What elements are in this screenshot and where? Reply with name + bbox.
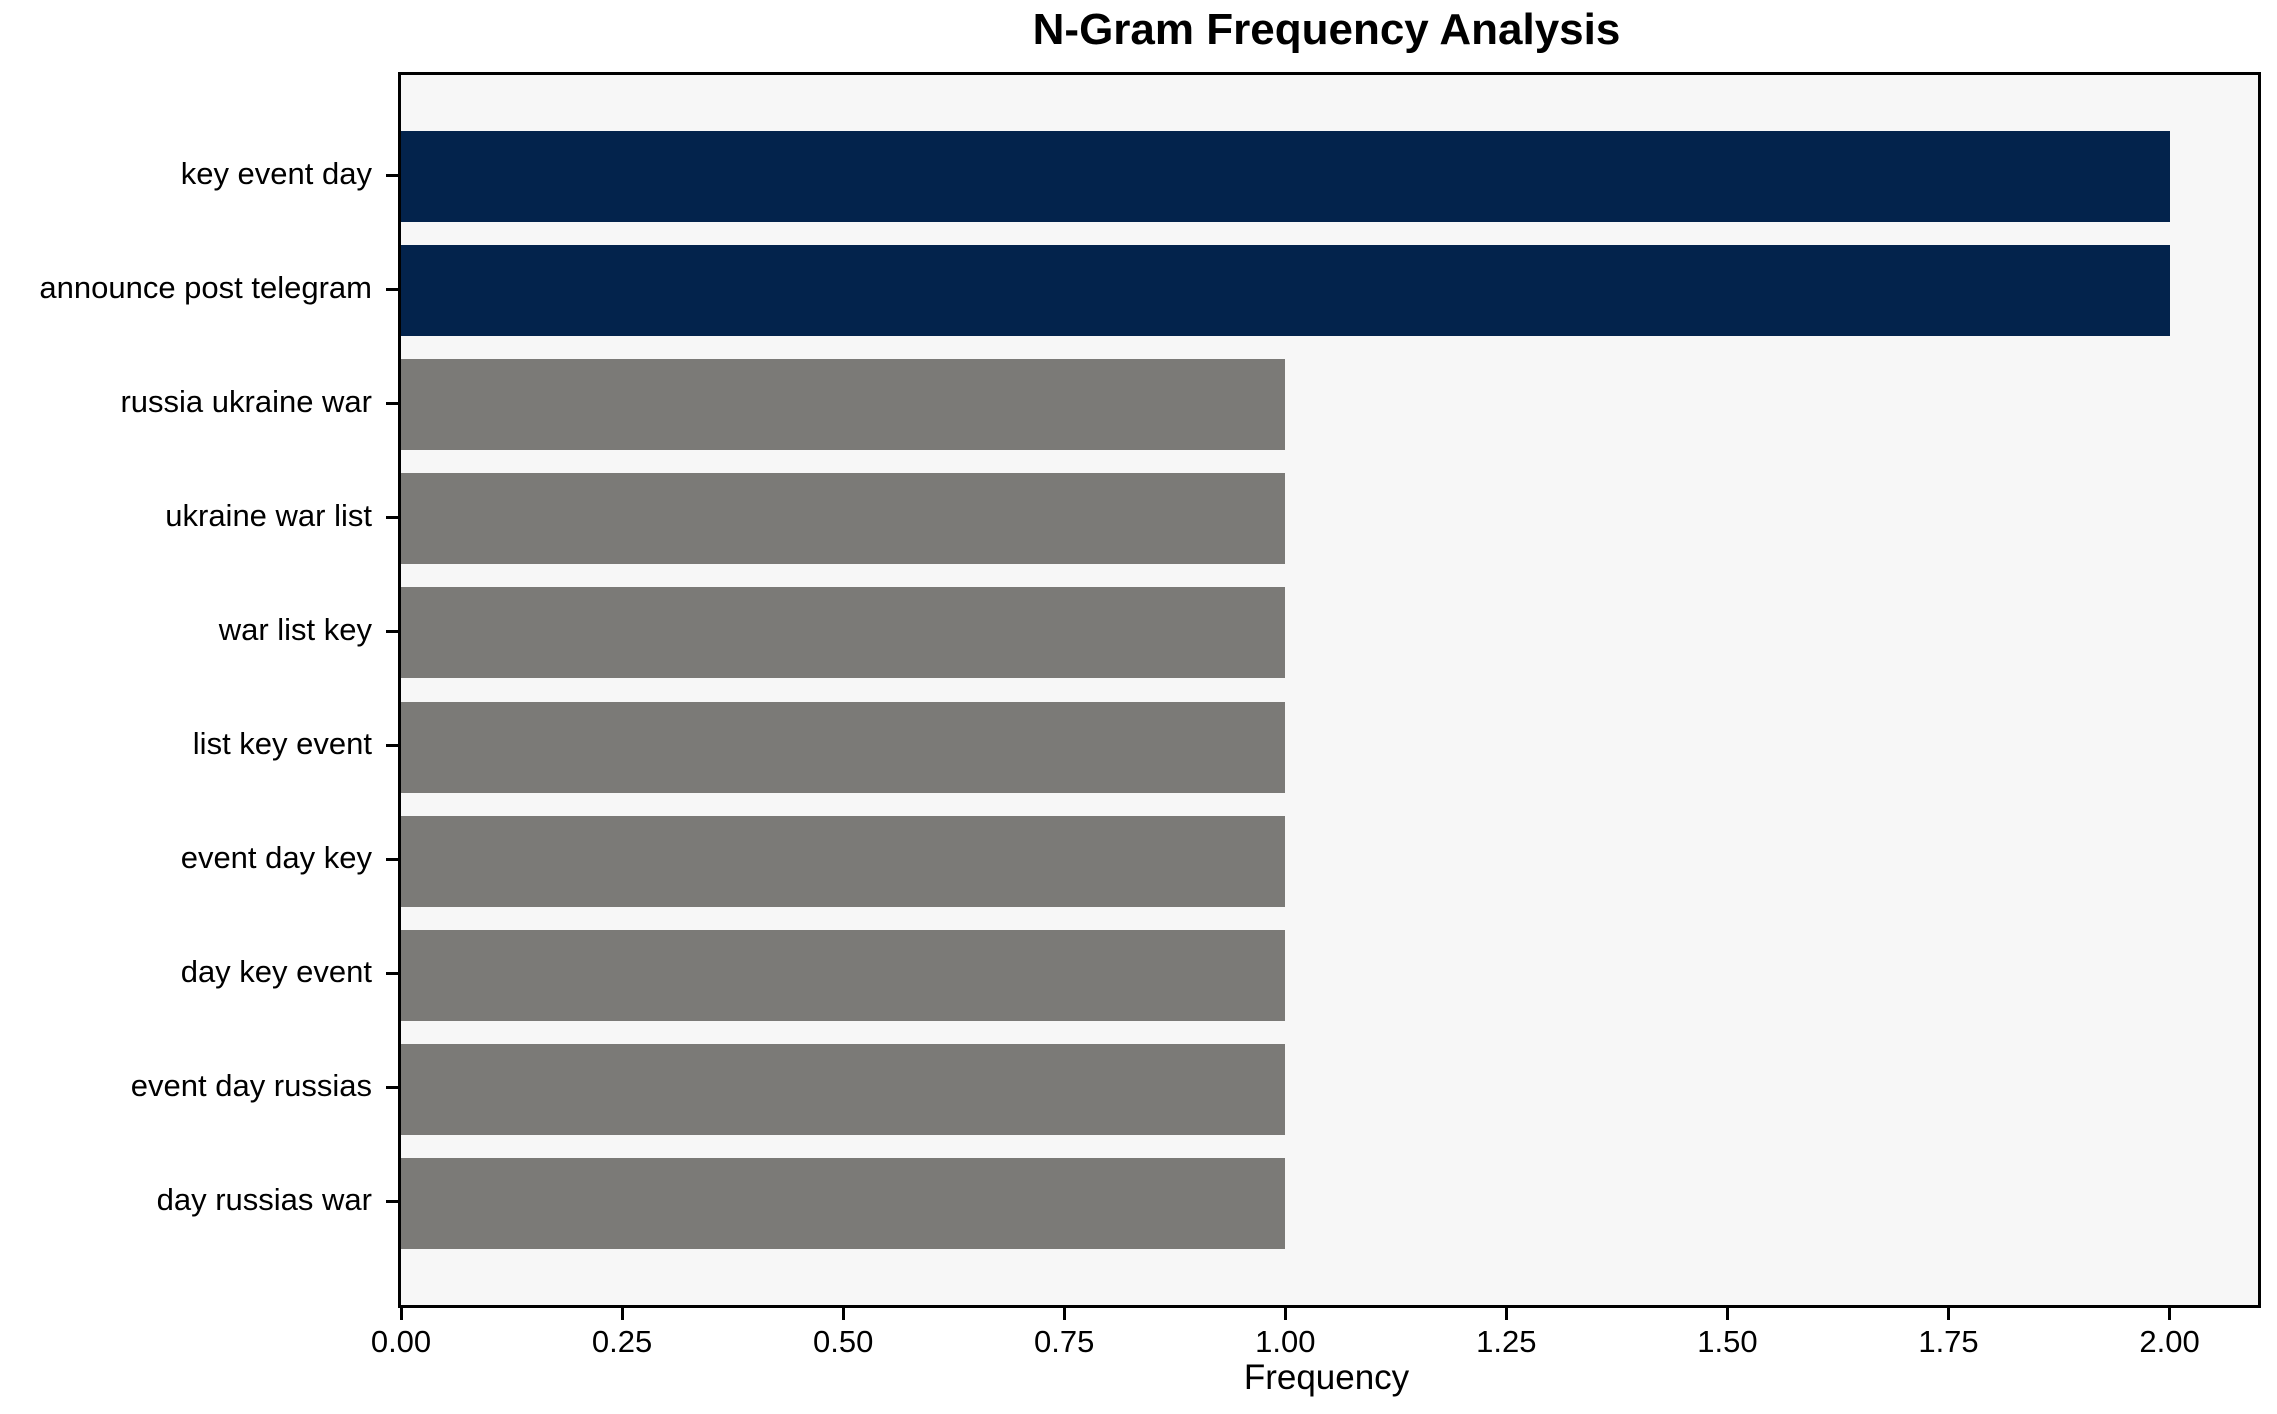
x-tick-mark	[841, 1308, 845, 1320]
bar-russia-ukraine-war	[401, 359, 1286, 451]
bar-day-key-event	[401, 929, 1286, 1021]
x-tick-mark	[1504, 1308, 1508, 1320]
chart-title: N-Gram Frequency Analysis	[1032, 5, 1621, 54]
bar-announce-post-telegram	[401, 245, 2170, 337]
bar-list-key-event	[401, 701, 1286, 793]
y-tick-label: key event day	[180, 155, 372, 191]
bar-ukraine-war-list	[401, 473, 1286, 565]
plot-area	[398, 72, 2261, 1308]
bar-war-list-key	[401, 587, 1286, 679]
x-tick-mark	[1725, 1308, 1729, 1320]
x-tick-mark	[1947, 1308, 1950, 1320]
y-tick-label: ukraine war list	[165, 497, 372, 533]
y-tick-label: list key event	[192, 726, 372, 762]
y-tick-mark	[386, 515, 398, 519]
x-axis-label: Frequency	[1243, 1358, 1410, 1397]
y-tick-label: war list key	[218, 611, 372, 647]
y-tick-label: event day russias	[130, 1068, 372, 1104]
x-tick-mark	[620, 1308, 624, 1320]
x-tick-label: 0.25	[591, 1324, 653, 1359]
y-tick-label: announce post telegram	[39, 269, 372, 305]
x-tick-label: 0.50	[812, 1324, 874, 1359]
y-tick-label: russia ukraine war	[120, 383, 372, 419]
x-tick-label: 1.75	[1918, 1324, 1979, 1359]
x-tick-label: 1.00	[1255, 1324, 1316, 1359]
y-tick-mark	[386, 629, 398, 633]
x-tick-mark	[2168, 1308, 2172, 1320]
bar-day-russias-war	[401, 1157, 1286, 1249]
x-tick-label: 2.00	[2139, 1324, 2200, 1359]
y-tick-mark	[386, 972, 398, 976]
y-tick-mark	[386, 1200, 398, 1204]
x-tick-mark	[399, 1308, 403, 1320]
bar-key-event-day	[401, 131, 2170, 223]
x-tick-label: 0.00	[370, 1324, 432, 1359]
x-tick-mark	[1062, 1308, 1066, 1320]
y-tick-mark	[386, 173, 398, 177]
x-tick-label: 1.25	[1476, 1324, 1537, 1359]
y-tick-mark	[386, 744, 398, 748]
x-tick-label: 0.75	[1034, 1324, 1095, 1359]
x-tick-label: 1.50	[1697, 1324, 1758, 1359]
y-tick-label: day key event	[180, 954, 372, 990]
y-tick-mark	[386, 287, 398, 291]
x-tick-mark	[1283, 1308, 1287, 1320]
y-tick-mark	[386, 858, 398, 862]
y-tick-mark	[386, 401, 398, 405]
y-tick-mark	[386, 1086, 398, 1090]
bar-event-day-key	[401, 815, 1286, 907]
y-tick-label: day russias war	[156, 1182, 372, 1218]
y-tick-label: event day key	[180, 840, 372, 876]
bar-event-day-russias	[401, 1043, 1286, 1135]
